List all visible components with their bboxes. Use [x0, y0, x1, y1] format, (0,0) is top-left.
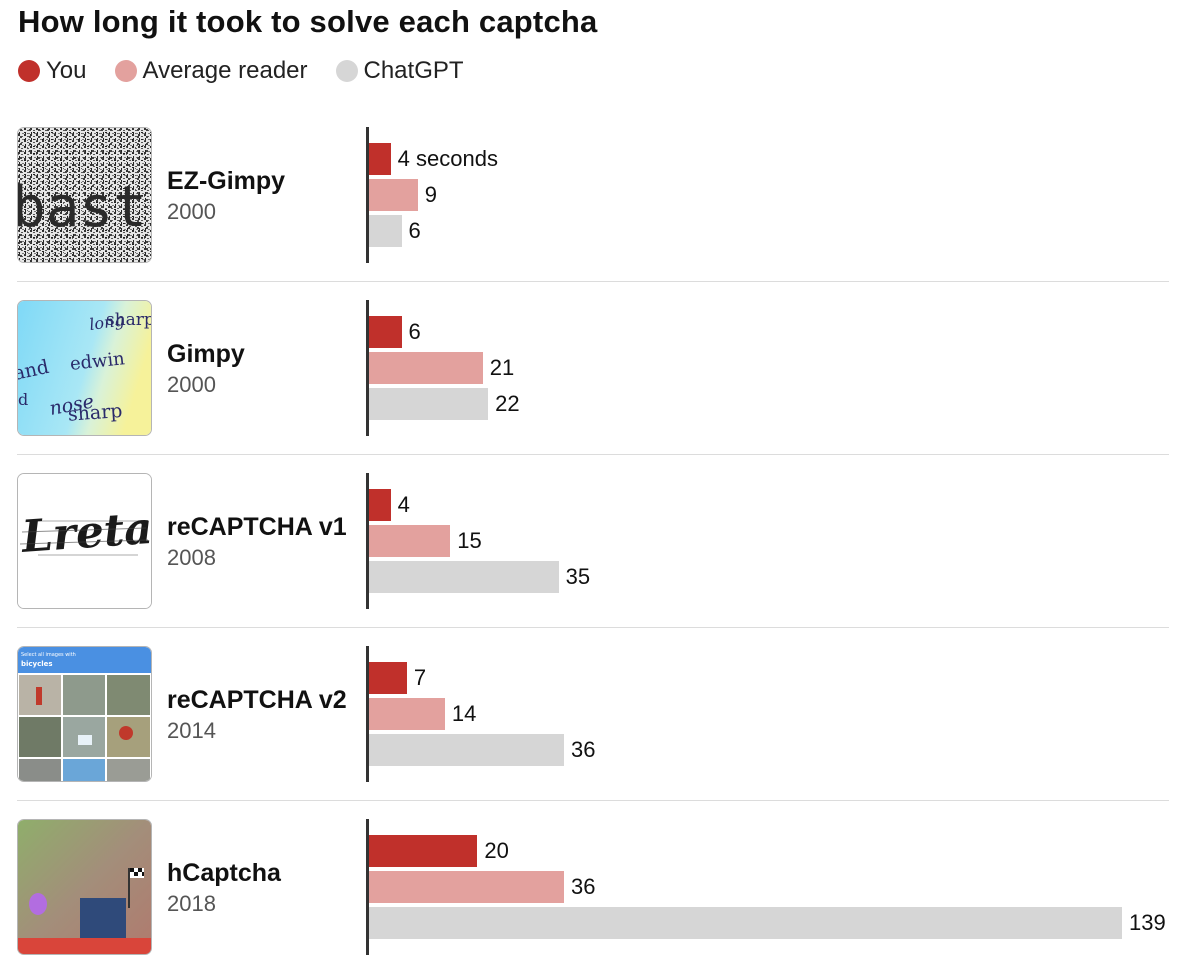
bar-you	[369, 489, 391, 521]
row-divider	[17, 281, 1169, 282]
captcha-name: reCAPTCHA v1	[167, 513, 347, 541]
captcha-name: Gimpy	[167, 340, 245, 368]
captcha-year: 2008	[167, 545, 216, 570]
captcha-year: 2018	[167, 891, 216, 916]
hcaptcha-thumbnail	[17, 819, 152, 955]
recaptcha-v2-thumbnail: Select all images with bicycles	[17, 646, 152, 782]
gimpy-word: sharp	[67, 400, 123, 426]
captcha-row-ez-gimpy: bast EZ-Gimpy 2000 4 seconds 9 6	[0, 127, 1186, 263]
bar-label-you: 20	[484, 838, 509, 863]
row-divider	[17, 454, 1169, 455]
bar-label-average-reader: 21	[489, 355, 515, 380]
axis-line	[366, 646, 369, 782]
bar-label-average-reader: 36	[571, 874, 596, 899]
legend-swatch-average-reader	[114, 60, 137, 82]
recaptcha-v2-prompt: Select all images with	[21, 652, 76, 658]
bar-average-reader	[369, 871, 565, 903]
bar-average-reader	[369, 352, 483, 384]
axis-line	[366, 819, 369, 955]
captcha-row-recaptcha-v2: Select all images with bicycles reCAPTCH…	[0, 646, 1186, 782]
axis-line	[366, 300, 369, 436]
bar-chatgpt	[369, 561, 559, 593]
captcha-year: 2000	[167, 199, 216, 224]
bar-label-chatgpt: 22	[495, 391, 520, 416]
ez-gimpy-thumbnail: bast	[17, 127, 152, 263]
captcha-row-hcaptcha: hCaptcha 2018 20 36 139	[0, 819, 1186, 955]
legend-item-average-reader: Average reader	[114, 57, 308, 85]
bar-you	[369, 835, 478, 867]
bar-you	[369, 143, 391, 175]
legend-label-you: You	[46, 57, 87, 84]
legend-swatch-chatgpt	[335, 60, 358, 82]
axis-line	[366, 473, 369, 609]
legend-item-you: You	[18, 57, 87, 85]
axis-line	[366, 127, 369, 263]
bar-chatgpt	[369, 734, 565, 766]
bar-chatgpt	[369, 388, 489, 420]
bar-label-chatgpt: 35	[565, 564, 591, 589]
legend-swatch-you	[18, 60, 40, 82]
captcha-name: EZ-Gimpy	[167, 167, 286, 195]
recaptcha-v1-thumbnail: Lreta	[17, 473, 152, 609]
legend-label-average-reader: Average reader	[142, 57, 308, 84]
gimpy-word: long	[88, 310, 126, 334]
captcha-name: hCaptcha	[167, 859, 281, 887]
row-divider	[17, 800, 1169, 801]
bar-average-reader	[369, 179, 418, 211]
bar-label-chatgpt: 6	[408, 218, 421, 243]
bar-average-reader	[369, 525, 451, 557]
bar-you	[369, 662, 407, 694]
captcha-year: 2014	[167, 718, 216, 743]
bar-chatgpt	[369, 215, 402, 247]
bar-label-average-reader: 14	[451, 701, 477, 726]
bar-average-reader	[369, 698, 445, 730]
bar-label-chatgpt: 139	[1129, 910, 1166, 935]
bar-label-you: 4	[397, 492, 410, 517]
gimpy-word: sharp	[106, 310, 151, 330]
bar-label-average-reader: 15	[457, 528, 482, 553]
legend-label-chatgpt: ChatGPT	[363, 57, 464, 84]
bar-you	[369, 316, 402, 348]
gimpy-thumbnail: sharp long and edwin nose sharp d	[17, 300, 152, 436]
legend: You Average reader ChatGPT	[18, 56, 492, 86]
bar-chatgpt	[369, 907, 1122, 939]
chart-title: How long it took to solve each captcha	[18, 4, 598, 39]
ez-gimpy-word: bast	[18, 175, 147, 240]
bar-label-you: 6	[408, 319, 421, 344]
captcha-name: reCAPTCHA v2	[167, 686, 347, 714]
row-divider	[17, 627, 1169, 628]
captcha-row-gimpy: sharp long and edwin nose sharp d Gimpy …	[0, 300, 1186, 436]
gimpy-word: d	[18, 390, 28, 409]
legend-item-chatgpt: ChatGPT	[335, 57, 464, 85]
captcha-year: 2000	[167, 372, 216, 397]
bar-label-you: 4 seconds	[397, 146, 498, 171]
recaptcha-v1-word: Lreta	[18, 503, 151, 563]
captcha-row-recaptcha-v1: Lreta reCAPTCHA v1 2008 4 15 35	[0, 473, 1186, 609]
bar-label-average-reader: 9	[424, 182, 437, 207]
bar-label-chatgpt: 36	[571, 737, 596, 762]
recaptcha-v2-target: bicycles	[21, 660, 53, 668]
bar-label-you: 7	[413, 665, 427, 690]
